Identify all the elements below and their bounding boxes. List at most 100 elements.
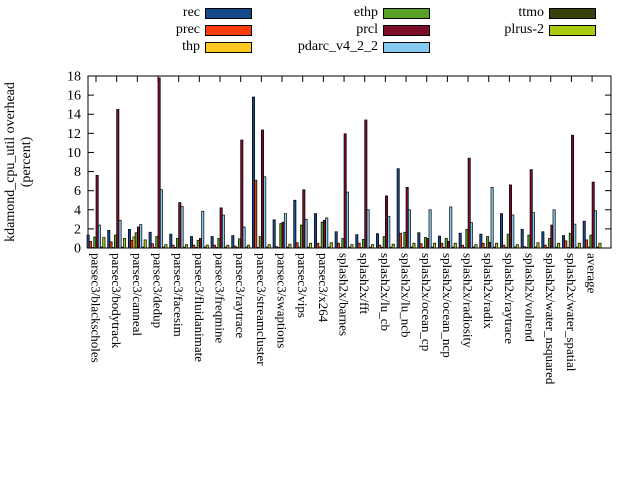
bar	[240, 139, 244, 249]
bar	[573, 223, 577, 249]
bar	[116, 109, 120, 249]
bar	[102, 237, 106, 249]
legend-label: thp	[182, 39, 200, 54]
bar	[123, 238, 127, 249]
bar	[314, 213, 317, 249]
bar	[343, 133, 347, 249]
bar	[364, 119, 368, 249]
x-tick-label: splash2x/lu_cb	[378, 253, 393, 331]
bar	[564, 240, 568, 249]
bar	[283, 213, 287, 249]
bar	[171, 244, 175, 249]
legend-swatch	[549, 8, 596, 19]
bar	[143, 239, 147, 249]
x-tick-label: splash2x/volrend	[523, 253, 538, 342]
bar	[148, 231, 152, 249]
bar	[304, 218, 308, 249]
bar	[212, 244, 216, 249]
x-tick-label: parsec3/x264	[316, 253, 331, 323]
x-tick-label: parsec3/fluidanimate	[192, 253, 207, 362]
bar	[529, 169, 533, 249]
x-tick-label: parsec3/dedup	[151, 253, 166, 328]
bar	[495, 242, 499, 249]
bar	[329, 242, 333, 249]
bar	[97, 224, 101, 249]
bar	[419, 243, 423, 249]
x-tick-label: splash2x/water_nsquared	[543, 253, 558, 385]
bar	[396, 168, 400, 249]
bar	[242, 226, 246, 249]
x-tick-labels: parsec3/blackscholes parsec3/bodytrack par…	[89, 253, 600, 385]
bar	[159, 189, 163, 249]
bar	[295, 242, 299, 249]
bar	[180, 206, 184, 249]
bar	[515, 244, 519, 249]
legend-label: prcl	[356, 22, 378, 37]
bar	[366, 209, 370, 249]
legend-swatch	[383, 42, 430, 53]
bar	[460, 244, 464, 249]
bar	[458, 232, 462, 249]
bar	[417, 232, 421, 249]
bar	[531, 212, 535, 249]
bar	[371, 244, 375, 249]
bar	[88, 240, 92, 249]
y-tick-label: 0	[74, 242, 81, 257]
bar	[500, 213, 503, 249]
bar	[95, 175, 99, 249]
legend-swatch	[205, 42, 252, 53]
bar	[201, 210, 205, 249]
bar	[467, 157, 471, 249]
bar	[582, 220, 586, 249]
bar	[334, 231, 338, 249]
bar	[536, 242, 540, 249]
y-tick-labels: 0 2 4 6 8 10 12 14 16 18	[67, 70, 81, 257]
bar	[226, 244, 230, 249]
x-tick-label: splash2x/barnes	[337, 253, 352, 336]
bar	[350, 244, 354, 249]
bar	[107, 229, 111, 249]
bar	[293, 199, 297, 249]
y-axis-label-line2: (percent)	[19, 136, 34, 187]
bar	[164, 244, 168, 249]
bar	[412, 242, 416, 249]
x-tick-label: splash2x/fft	[357, 253, 372, 315]
x-tick-label: parsec3/raytrace	[233, 253, 248, 338]
bar	[474, 244, 478, 249]
bar	[557, 242, 561, 249]
bar	[127, 229, 131, 249]
bar	[263, 176, 267, 249]
bar	[316, 242, 320, 249]
bar	[336, 242, 340, 249]
bar	[118, 219, 122, 249]
bar	[407, 209, 411, 249]
bar	[490, 186, 494, 249]
bar	[254, 179, 258, 249]
bar	[541, 231, 545, 249]
x-tick-label: parsec3/bodytrack	[109, 253, 124, 349]
bar	[252, 96, 255, 249]
x-tick-label: splash2x/radix	[481, 253, 496, 329]
x-tick-label: parsec3/blackscholes	[89, 253, 104, 363]
bar	[192, 244, 196, 249]
x-tick-label: splash2x/ocean_ncp	[440, 253, 455, 358]
bar	[378, 244, 382, 249]
y-tick-label: 10	[67, 146, 81, 161]
bar	[231, 235, 235, 249]
bar	[150, 243, 154, 249]
bar	[577, 242, 581, 249]
legend-swatch	[383, 25, 430, 36]
x-tick-label: average	[585, 253, 600, 294]
bar	[391, 243, 395, 249]
x-tick-label: parsec3/streamcluster	[254, 253, 269, 366]
bar	[552, 209, 556, 249]
legend-label: pdarc_v4_2_2	[297, 39, 378, 54]
bar	[502, 244, 506, 249]
bar	[272, 219, 276, 249]
bar	[185, 244, 189, 249]
bar	[520, 229, 524, 249]
y-tick-label: 16	[67, 89, 81, 104]
y-tick-label: 8	[74, 165, 81, 180]
bar	[479, 233, 483, 249]
